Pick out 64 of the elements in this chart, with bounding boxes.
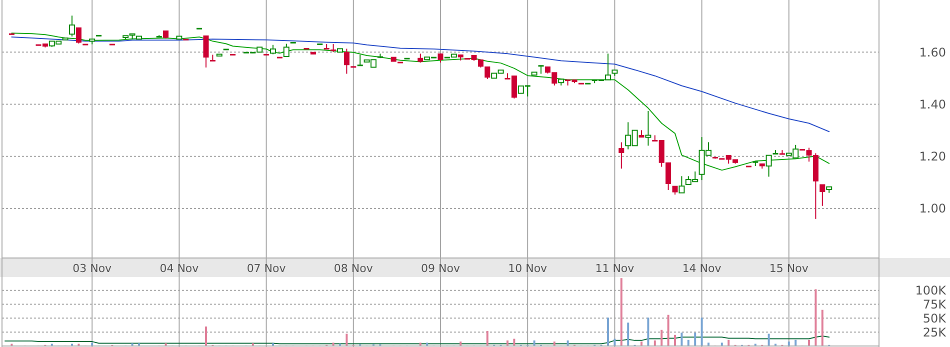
bar bbox=[808, 340, 810, 346]
candlestick bbox=[645, 110, 652, 146]
bar bbox=[680, 332, 683, 346]
bar bbox=[620, 278, 622, 346]
candlestick bbox=[618, 142, 624, 170]
candlestick bbox=[772, 150, 778, 154]
candlestick bbox=[324, 44, 330, 50]
bar bbox=[667, 314, 670, 346]
bar bbox=[252, 343, 254, 346]
x-tick-label: 08 Nov bbox=[334, 262, 374, 275]
candlestick bbox=[344, 48, 350, 74]
x-tick-label: 15 Nov bbox=[769, 262, 809, 275]
candlestick bbox=[210, 54, 216, 62]
candlestick bbox=[820, 184, 826, 206]
x-tick-label: 09 Nov bbox=[421, 262, 460, 275]
bar bbox=[627, 322, 630, 346]
candlestick bbox=[76, 27, 82, 44]
bar bbox=[660, 330, 663, 346]
candlestick bbox=[766, 154, 772, 178]
candlestick bbox=[156, 34, 162, 38]
candlestick bbox=[270, 44, 276, 55]
candlestick bbox=[283, 43, 290, 58]
bar bbox=[821, 310, 824, 346]
y-tick-label: 1.00 bbox=[919, 202, 946, 216]
y-tick-label: 25K bbox=[922, 325, 948, 340]
x-tick-label: 03 Nov bbox=[72, 262, 112, 275]
x-tick-label: 10 Nov bbox=[508, 262, 548, 275]
line-series bbox=[11, 36, 830, 132]
x-tick-label: 07 Nov bbox=[246, 262, 286, 275]
bar bbox=[647, 318, 650, 346]
y-tick-label: 75K bbox=[922, 297, 948, 312]
y-tick-label: 1.40 bbox=[919, 97, 946, 112]
bar bbox=[768, 334, 770, 346]
line-series bbox=[11, 32, 830, 171]
bar bbox=[131, 343, 134, 346]
bar bbox=[814, 289, 817, 346]
y-tick-label: 1.60 bbox=[919, 45, 946, 60]
candlestick bbox=[69, 15, 75, 37]
bar bbox=[607, 318, 609, 346]
bar bbox=[513, 338, 516, 346]
line-series bbox=[4, 335, 830, 344]
x-tick-label: 11 Nov bbox=[595, 262, 635, 275]
candlestick bbox=[538, 64, 544, 74]
bar bbox=[164, 343, 167, 346]
x-tick-label: 04 Nov bbox=[160, 262, 200, 275]
candlestick bbox=[357, 54, 363, 66]
bar bbox=[794, 340, 797, 346]
y-tick-label: 50K bbox=[922, 311, 948, 326]
bar bbox=[138, 343, 140, 346]
bar bbox=[674, 334, 676, 346]
y-tick-label: 100K bbox=[915, 284, 948, 298]
bar bbox=[486, 330, 488, 346]
bar bbox=[694, 332, 696, 346]
candlestick bbox=[678, 176, 685, 194]
bar bbox=[728, 340, 730, 346]
bar bbox=[614, 338, 616, 346]
bar bbox=[346, 334, 348, 346]
bar bbox=[205, 326, 207, 346]
bar bbox=[700, 318, 703, 346]
y-tick-label: 1.20 bbox=[919, 150, 946, 164]
x-tick-label: 14 Nov bbox=[682, 262, 722, 275]
bar bbox=[687, 340, 690, 346]
bar bbox=[272, 343, 274, 346]
candlestick bbox=[203, 35, 209, 68]
